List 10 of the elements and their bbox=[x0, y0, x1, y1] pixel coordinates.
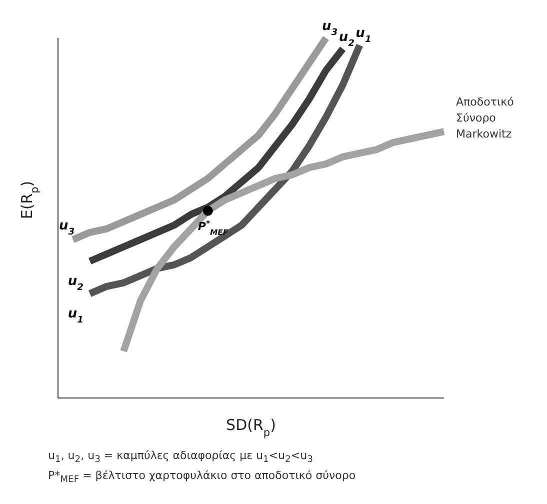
text: P*$_{MEF}$ = βέλτιστο χαρτοφυλάκιο στο αποδοτικό σύνορο bbox=[48, 468, 357, 488]
series-label: u$_{1}$ bbox=[356, 26, 372, 46]
x-axis-title: SD(R$_{p}$) bbox=[226, 416, 276, 439]
series-label: Αποδοτικό Σύνορο Markowitz bbox=[456, 96, 514, 141]
text: u$_{1}$, u$_{2}$, u$_{3}$ = καμπύλες αδιαφορίας με u$_{1}$<u$_{2}$<u$_{3}$ bbox=[48, 449, 313, 466]
text: u$_{3}$ bbox=[322, 19, 338, 38]
text: u$_{1}$ bbox=[68, 306, 84, 326]
series-label: u$_{3}$ bbox=[59, 218, 75, 238]
series-label: u$_{2}$ bbox=[338, 30, 354, 49]
text: u$_{2}$ bbox=[68, 274, 84, 294]
